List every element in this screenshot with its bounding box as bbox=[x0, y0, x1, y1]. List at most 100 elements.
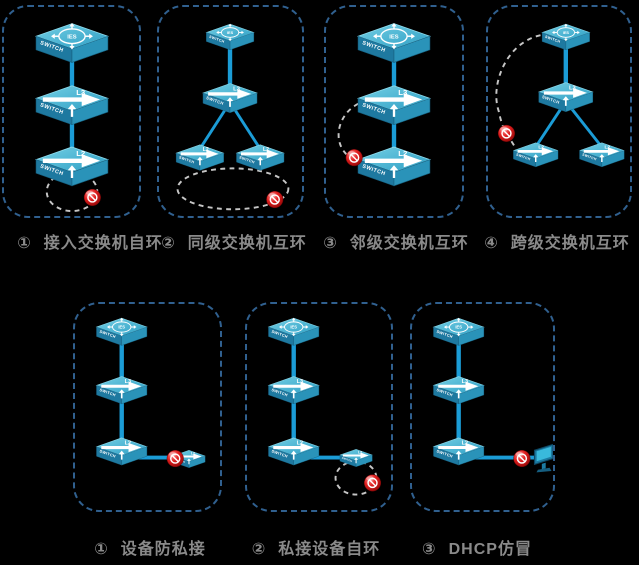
l3-switch-icon: L3 SWITCH bbox=[202, 83, 258, 114]
caption-text: 同级交换机互环 bbox=[187, 235, 307, 252]
panel-cross-level-loop-art: IES SWITCH L3 SWITCH L2 SWITCH L2 SWITCH bbox=[495, 23, 625, 168]
caption-number: ① bbox=[94, 541, 109, 558]
caption-number: ② bbox=[161, 235, 176, 252]
tier-label: L3 bbox=[76, 88, 86, 97]
tier-label: L2 bbox=[462, 440, 468, 446]
l2-switch-icon: L2 SWITCH bbox=[175, 144, 224, 171]
l3-switch-icon: L3 SWITCH bbox=[268, 376, 320, 405]
switch-label: SWITCH bbox=[436, 449, 453, 458]
caption-anti-private-connect: ① 设备防私接 bbox=[94, 535, 206, 559]
ies-label: IES bbox=[227, 31, 234, 35]
panel-access-self-loop: IES SWITCH L3 SWITCH L2 SWITCH bbox=[2, 5, 141, 218]
panel-peer-loop: IES SWITCH L3 SWITCH L2 SWITCH L2 SWITCH bbox=[157, 5, 304, 218]
l2-switch-icon: L2 SWITCH bbox=[433, 437, 485, 466]
caption-text: DHCP仿冒 bbox=[448, 541, 532, 558]
panel-access-self-loop-art: IES SWITCH L3 SWITCH L2 SWITCH bbox=[35, 22, 109, 213]
switch-label: SWITCH bbox=[271, 388, 288, 397]
l2-switch-icon: L2 SWITCH bbox=[513, 142, 559, 168]
ies-core-switch-icon: IES SWITCH bbox=[541, 23, 590, 51]
tier-label: L3 bbox=[569, 85, 577, 91]
caption-text: 私接设备自环 bbox=[278, 541, 381, 558]
panel-anti-private-connect: IES SWITCH L3 SWITCH L2 SWITCH L2 SWITCH bbox=[73, 302, 222, 512]
no-loop-prohibition-icon bbox=[83, 188, 102, 207]
loop-dashed-circle bbox=[176, 167, 290, 211]
ies-core-switch-icon: IES SWITCH bbox=[35, 22, 109, 63]
ies-label: IES bbox=[290, 325, 297, 330]
l3-switch-icon: L3 SWITCH bbox=[433, 376, 485, 405]
rogue-l2-switch-icon: L2 SWITCH bbox=[339, 449, 373, 467]
no-loop-prohibition-icon bbox=[166, 449, 185, 468]
ies-core-switch-icon: IES SWITCH bbox=[96, 317, 148, 346]
caption-number: ③ bbox=[422, 541, 437, 558]
caption-neighbor-loop: ③ 邻级交换机互环 bbox=[323, 229, 469, 253]
switch-label: SWITCH bbox=[206, 95, 225, 106]
ies-core-switch-icon: IES SWITCH bbox=[433, 317, 485, 346]
no-loop-prohibition-icon bbox=[345, 148, 364, 167]
l3-switch-icon: L3 SWITCH bbox=[96, 376, 148, 405]
switch-label: SWITCH bbox=[99, 330, 116, 339]
tier-label: L2 bbox=[604, 144, 610, 150]
tier-label: L2 bbox=[76, 149, 85, 158]
switch-label: SWITCH bbox=[178, 155, 195, 164]
caption-number: ② bbox=[251, 541, 267, 558]
panel-private-device-self-loop: IES SWITCH L3 SWITCH L2 SWITCH L2 SWITCH bbox=[245, 302, 393, 512]
l2-switch-icon: L2 SWITCH bbox=[357, 146, 431, 187]
pc-monitor-icon bbox=[533, 443, 553, 473]
panel-dhcp-spoofing-art: IES SWITCH L3 SWITCH L2 SWITCH bbox=[433, 317, 553, 473]
tier-label: L3 bbox=[125, 379, 131, 385]
l3-switch-icon: L3 SWITCH bbox=[357, 85, 431, 126]
switch-label: SWITCH bbox=[341, 457, 352, 463]
no-loop-prohibition-icon bbox=[512, 449, 531, 468]
no-loop-prohibition-icon bbox=[363, 473, 382, 492]
switch-label: SWITCH bbox=[544, 35, 561, 44]
switch-label: SWITCH bbox=[99, 388, 116, 397]
tier-label: L2 bbox=[398, 149, 408, 158]
caption-number: ① bbox=[17, 235, 32, 252]
l3-switch-icon: L3 SWITCH bbox=[538, 82, 594, 113]
panel-anti-private-connect-art: IES SWITCH L3 SWITCH L2 SWITCH L2 SWITCH bbox=[96, 317, 206, 468]
tier-label: L2 bbox=[203, 147, 209, 153]
caption-peer-loop: ② 同级交换机互环 bbox=[161, 229, 307, 253]
switch-label: SWITCH bbox=[271, 330, 288, 339]
caption-private-device-self-loop: ② 私接设备自环 bbox=[252, 535, 381, 559]
ies-core-switch-icon: IES SWITCH bbox=[357, 22, 431, 63]
tier-label: L3 bbox=[233, 86, 241, 92]
panel-neighbor-loop: IES SWITCH L3 SWITCH L2 SWITCH bbox=[324, 5, 464, 218]
tier-label: L3 bbox=[398, 88, 408, 97]
l2-switch-icon: L2 SWITCH bbox=[268, 437, 320, 466]
switch-label: SWITCH bbox=[99, 449, 116, 458]
ies-label: IES bbox=[389, 34, 398, 40]
no-loop-prohibition-icon bbox=[265, 190, 284, 209]
switch-label: SWITCH bbox=[436, 388, 453, 397]
tier-label: L2 bbox=[358, 450, 362, 454]
caption-text: 设备防私接 bbox=[120, 541, 206, 558]
caption-access-self-loop: ① 接入交换机自环 bbox=[17, 229, 163, 253]
caption-number: ④ bbox=[484, 235, 499, 252]
ies-label: IES bbox=[67, 34, 76, 40]
tier-label: L2 bbox=[191, 451, 195, 455]
l2-switch-icon: L2 SWITCH bbox=[236, 144, 285, 171]
caption-text: 接入交换机自环 bbox=[43, 235, 163, 252]
tier-label: L3 bbox=[297, 379, 303, 385]
caption-dhcp-spoofing: ③ DHCP仿冒 bbox=[422, 535, 532, 559]
tier-label: L2 bbox=[538, 144, 544, 150]
switch-label: SWITCH bbox=[582, 153, 598, 162]
ies-label: IES bbox=[118, 325, 125, 330]
l2-switch-icon: L2 SWITCH bbox=[35, 146, 109, 187]
caption-cross-level-loop: ④ 跨级交换机互环 bbox=[484, 229, 630, 253]
switch-label: SWITCH bbox=[239, 155, 256, 164]
caption-text: 跨级交换机互环 bbox=[510, 235, 630, 252]
tier-label: L2 bbox=[125, 440, 131, 446]
switch-label: SWITCH bbox=[271, 449, 288, 458]
caption-number: ③ bbox=[323, 235, 338, 252]
ies-label: IES bbox=[455, 325, 462, 330]
ies-core-switch-icon: IES SWITCH bbox=[206, 23, 255, 51]
ies-core-switch-icon: IES SWITCH bbox=[268, 317, 320, 346]
switch-label: SWITCH bbox=[541, 94, 560, 105]
switch-label: SWITCH bbox=[209, 35, 226, 44]
panel-neighbor-loop-art: IES SWITCH L3 SWITCH L2 SWITCH bbox=[337, 22, 431, 187]
tier-label: L3 bbox=[462, 379, 468, 385]
panel-private-device-self-loop-art: IES SWITCH L3 SWITCH L2 SWITCH L2 SWITCH bbox=[268, 317, 382, 496]
panel-dhcp-spoofing: IES SWITCH L3 SWITCH L2 SWITCH bbox=[410, 302, 555, 512]
